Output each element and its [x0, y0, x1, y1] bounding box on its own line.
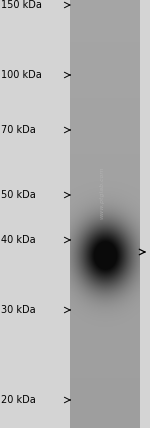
Text: 30 kDa: 30 kDa — [1, 305, 36, 315]
Text: www.ptglab.com: www.ptglab.com — [99, 166, 104, 219]
Text: 100 kDa: 100 kDa — [1, 70, 42, 80]
Text: 20 kDa: 20 kDa — [1, 395, 36, 405]
Text: 50 kDa: 50 kDa — [1, 190, 36, 200]
Text: 70 kDa: 70 kDa — [1, 125, 36, 135]
Text: 150 kDa: 150 kDa — [1, 0, 42, 10]
Text: 40 kDa: 40 kDa — [1, 235, 36, 245]
